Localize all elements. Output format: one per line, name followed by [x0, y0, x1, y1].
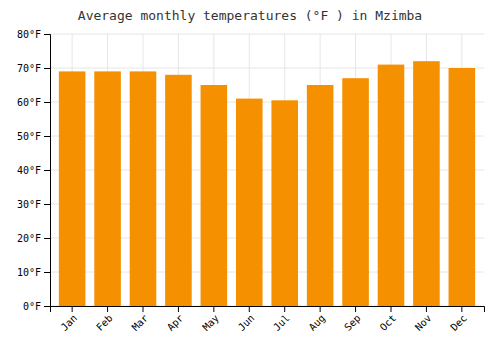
y-tick-label: 20°F [17, 233, 41, 244]
y-tick: 10°F [17, 267, 50, 278]
x-tick-label: Aug [307, 312, 328, 333]
x-tick: Apr [165, 306, 186, 333]
x-tick-label: Jul [271, 312, 292, 333]
y-tick-mark [44, 34, 50, 35]
x-tick: Sep [342, 306, 363, 333]
y-tick-mark [44, 306, 50, 307]
x-tick-label: Nov [413, 312, 434, 333]
bar [271, 100, 298, 306]
x-tick-label: Jun [236, 312, 257, 333]
title: Average monthly temperatures (°F ) in Mz… [78, 8, 422, 23]
y-tick-mark [44, 272, 50, 273]
chart: Average monthly temperatures (°F ) in Mz… [0, 0, 500, 350]
x-tick-mark [249, 306, 250, 312]
bars [59, 61, 475, 306]
bar [130, 71, 157, 306]
x-tick-mark [355, 306, 356, 312]
y-tick-label: 70°F [17, 63, 41, 74]
x-tick-mark [107, 306, 108, 312]
x-axis: Jan Feb Mar Apr May Jun Jul Aug Sep Oct Nov Dec [51, 306, 485, 333]
x-tick: Dec [448, 306, 469, 333]
grid-line [50, 34, 484, 35]
x-tick-label: May [200, 312, 221, 333]
x-tick-mark [178, 306, 179, 312]
y-tick-label: 10°F [17, 267, 41, 278]
x-tick-label: Mar [130, 312, 151, 333]
y-tick-label: 50°F [17, 131, 41, 142]
y-tick-mark [44, 102, 50, 103]
bar [59, 71, 86, 306]
y-axis: 0°F 10°F 20°F 30°F 40°F 50°F 60°F 70°F 80°F [17, 29, 51, 312]
y-tick-label: 60°F [17, 97, 41, 108]
y-tick-label: 40°F [17, 165, 41, 176]
x-tick-label: Dec [448, 312, 469, 333]
x-tick-mark [461, 306, 462, 312]
x-tick: Jan [59, 306, 80, 333]
bar [201, 85, 228, 306]
x-tick: May [200, 306, 221, 333]
x-tick-mark [391, 306, 392, 312]
y-tick: 40°F [17, 165, 50, 176]
x-tick-mark [426, 306, 427, 312]
y-tick: 0°F [23, 301, 50, 312]
x-tick: Oct [378, 306, 399, 333]
x-axis-line [51, 307, 485, 313]
y-tick: 20°F [17, 233, 50, 244]
y-tick: 30°F [17, 199, 50, 210]
bar [449, 68, 476, 306]
x-tick-mark [143, 306, 144, 312]
y-tick-mark [44, 68, 50, 69]
x-tick: Jun [236, 306, 257, 333]
x-tick: Mar [130, 306, 151, 333]
y-tick-label: 0°F [23, 301, 41, 312]
y-tick: 60°F [17, 97, 50, 108]
bar [342, 78, 369, 306]
x-tick-label: Sep [342, 312, 363, 333]
bar [413, 61, 440, 306]
x-tick-mark [213, 306, 214, 312]
x-tick: Aug [307, 306, 328, 333]
y-tick-mark [44, 170, 50, 171]
x-tick-label: Oct [378, 312, 399, 333]
y-tick: 70°F [17, 63, 50, 74]
x-tick-mark [284, 306, 285, 312]
y-tick: 50°F [17, 131, 50, 142]
x-tick: Jul [271, 306, 292, 333]
x-tick-label: Apr [165, 312, 186, 333]
x-tick-label: Feb [94, 312, 115, 333]
y-tick-label: 80°F [17, 29, 41, 40]
bar [307, 85, 334, 306]
x-tick: Nov [413, 306, 434, 333]
y-tick-mark [44, 136, 50, 137]
y-tick-label: 30°F [17, 199, 41, 210]
bar [236, 99, 263, 306]
x-tick-mark [320, 306, 321, 312]
bar [378, 65, 405, 306]
y-axis-line [44, 35, 51, 307]
y-tick-mark [44, 238, 50, 239]
plot: 0°F 10°F 20°F 30°F 40°F 50°F 60°F 70°F 80°F Jan Fe… [17, 29, 485, 333]
y-tick-mark [44, 204, 50, 205]
x-tick: Feb [94, 306, 115, 333]
bar [165, 75, 192, 306]
x-tick-label: Jan [59, 312, 80, 333]
x-tick-mark [72, 306, 73, 312]
bar [94, 71, 121, 306]
y-tick: 80°F [17, 29, 50, 40]
grid [50, 34, 484, 306]
